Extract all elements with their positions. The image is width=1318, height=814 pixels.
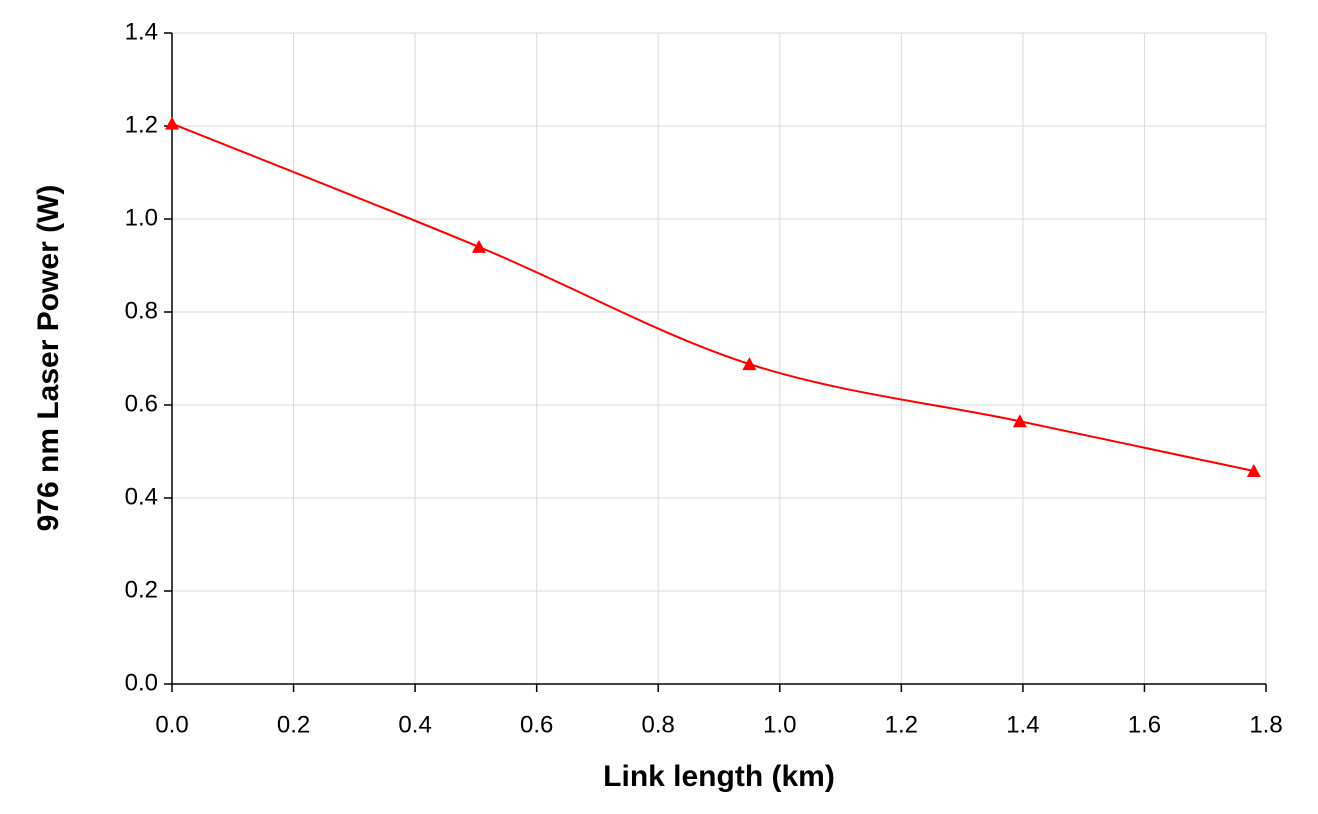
x-tick-label: 1.0 xyxy=(763,711,796,738)
y-tick-label: 1.4 xyxy=(125,18,158,45)
x-tick-label: 1.4 xyxy=(1006,711,1039,738)
y-tick-label: 0.6 xyxy=(125,390,158,417)
x-tick-label: 1.6 xyxy=(1128,711,1161,738)
x-tick-label: 0.4 xyxy=(398,711,431,738)
marker xyxy=(471,239,486,253)
marker xyxy=(742,357,757,371)
x-tick-label: 0.2 xyxy=(277,711,310,738)
y-tick-label: 0.8 xyxy=(125,297,158,324)
marker xyxy=(1012,414,1027,428)
y-tick-label: 0.2 xyxy=(125,576,158,603)
x-tick-label: 1.2 xyxy=(885,711,918,738)
x-axis-title: Link length (km) xyxy=(603,760,835,793)
y-tick-label: 0.0 xyxy=(125,669,158,696)
y-axis-title: 976 nm Laser Power (W) xyxy=(32,185,65,532)
x-tick-label: 0.0 xyxy=(155,711,188,738)
x-tick-label: 1.8 xyxy=(1249,711,1282,738)
x-tick-label: 0.8 xyxy=(642,711,675,738)
marker xyxy=(1246,464,1261,478)
series-line xyxy=(171,122,1255,473)
x-tick-label: 0.6 xyxy=(520,711,553,738)
y-tick-label: 1.0 xyxy=(125,204,158,231)
marker xyxy=(165,116,179,130)
y-tick-label: 1.2 xyxy=(125,111,158,138)
y-tick-label: 0.4 xyxy=(125,483,158,510)
